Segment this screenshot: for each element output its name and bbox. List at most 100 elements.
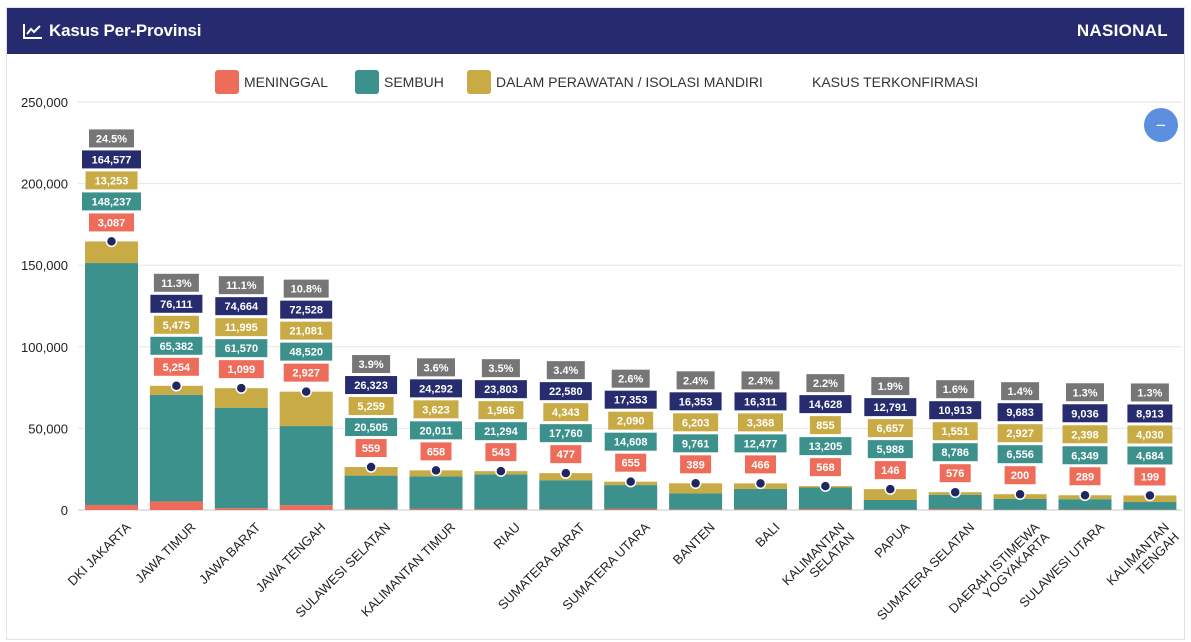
data-label-total [215, 297, 268, 316]
data-label-sembuh-text: 21,294 [484, 426, 519, 438]
bar-sembuh[interactable] [798, 487, 852, 510]
total-marker[interactable] [949, 486, 961, 498]
bar-sembuh[interactable] [474, 474, 528, 510]
data-label-sembuh [734, 434, 787, 453]
data-label-percent [1130, 383, 1169, 402]
bar-meninggal[interactable] [539, 509, 593, 510]
data-label-dalam-perawatan-text: 855 [816, 420, 834, 432]
data-label-sembuh [799, 437, 852, 456]
data-label-meninggal [89, 213, 134, 232]
data-label-percent-text: 2.2% [813, 378, 838, 390]
data-label-meninggal [809, 458, 841, 477]
legend-swatch-dalam_perawatan[interactable] [467, 70, 491, 94]
total-marker[interactable] [754, 477, 767, 490]
bar-meninggal[interactable] [474, 509, 528, 510]
data-label-meninggal-text: 1,099 [228, 364, 256, 376]
data-label-total [799, 395, 852, 414]
data-label-dalam-perawatan-text: 11,995 [225, 322, 258, 334]
bar-meninggal[interactable] [85, 504, 138, 510]
total-marker[interactable] [235, 382, 248, 394]
legend-label-meninggal[interactable]: MENINGGAL [244, 74, 328, 90]
zoom-out-button[interactable] [1144, 108, 1178, 142]
bar-meninggal[interactable] [214, 508, 268, 510]
data-label-dalam-perawatan [413, 400, 459, 419]
bar-sembuh[interactable] [539, 480, 593, 510]
data-label-percent [936, 380, 975, 399]
total-marker[interactable] [365, 461, 377, 473]
y-tick-label: 250,000 [21, 95, 68, 110]
x-tick-label: DKI JAKARTA [65, 519, 134, 588]
bar-sembuh[interactable] [279, 426, 333, 506]
bar-sembuh[interactable] [604, 485, 658, 509]
data-label-total [997, 403, 1043, 422]
bar-meninggal[interactable] [409, 508, 463, 510]
total-marker[interactable] [430, 464, 442, 477]
bar-sembuh[interactable] [928, 494, 982, 510]
bar-sembuh[interactable] [993, 498, 1047, 510]
total-marker[interactable] [105, 235, 118, 248]
bar-meninggal[interactable] [344, 509, 398, 510]
total-marker[interactable] [1079, 489, 1091, 502]
data-label-meninggal-text: 389 [686, 459, 704, 471]
data-label-sembuh [410, 421, 462, 440]
bar-meninggal[interactable] [928, 509, 982, 510]
minus-icon[interactable]: − [1156, 116, 1166, 135]
total-marker[interactable] [819, 480, 832, 492]
data-label-sembuh-text: 5,988 [877, 444, 905, 456]
data-label-total-text: 72,528 [289, 305, 323, 317]
legend-label-dalam_perawatan[interactable]: DALAM PERAWATAN / ISOLASI MANDIRI [496, 74, 763, 90]
bar-meninggal[interactable] [279, 505, 333, 510]
data-label-percent [1066, 383, 1104, 402]
bar-meninggal[interactable] [149, 501, 203, 510]
bar-sembuh[interactable] [344, 475, 398, 510]
x-tick-label-line: JAWA BARAT [196, 519, 264, 587]
bar-sembuh[interactable] [1123, 502, 1177, 510]
bar-sembuh[interactable] [863, 499, 917, 510]
bar-meninggal[interactable] [604, 508, 658, 510]
legend-label-total[interactable]: KASUS TERKONFIRMASI [812, 74, 978, 90]
total-marker[interactable] [689, 477, 702, 490]
data-label-percent [89, 129, 134, 148]
data-label-sembuh [150, 336, 203, 355]
total-marker[interactable] [1144, 489, 1156, 502]
bar-sembuh[interactable] [409, 476, 463, 509]
bar-sembuh[interactable] [149, 394, 203, 502]
data-label-total-text: 26,323 [354, 380, 388, 392]
data-label-percent [417, 358, 455, 377]
total-marker[interactable] [884, 483, 897, 495]
data-label-dalam-perawatan-text: 1,551 [941, 426, 969, 438]
total-marker[interactable] [170, 380, 183, 392]
legend-label-sembuh[interactable]: SEMBUH [384, 74, 444, 90]
data-label-percent-text: 3.4% [553, 365, 578, 377]
data-label-sembuh-text: 12,477 [744, 438, 778, 450]
total-marker[interactable] [300, 385, 312, 398]
bar-sembuh[interactable] [669, 493, 723, 510]
data-label-percent-text: 11.1% [226, 280, 257, 292]
data-label-dalam-perawatan-text: 3,368 [747, 417, 775, 429]
data-label-sembuh-text: 8,786 [941, 447, 969, 459]
bar-meninggal[interactable] [669, 509, 723, 510]
legend-swatch-sembuh[interactable] [355, 70, 379, 94]
data-label-sembuh [997, 445, 1043, 464]
panel-header: Kasus Per-Provinsi NASIONAL [7, 8, 1184, 54]
total-marker[interactable] [1014, 488, 1026, 500]
data-label-sembuh [867, 440, 913, 459]
data-label-percent-text: 11.3% [161, 278, 192, 290]
total-marker[interactable] [495, 465, 507, 477]
data-label-percent-text: 1.9% [878, 381, 903, 393]
bar-sembuh[interactable] [734, 488, 787, 510]
bar-sembuh[interactable] [85, 263, 138, 505]
data-label-total [280, 300, 333, 319]
bar-sembuh[interactable] [1058, 499, 1112, 510]
legend-swatch-meninggal[interactable] [215, 70, 239, 94]
header-title-group: Kasus Per-Provinsi [23, 21, 202, 41]
data-label-sembuh-text: 20,011 [419, 425, 452, 437]
total-marker[interactable] [560, 467, 572, 479]
bar-sembuh[interactable] [214, 407, 268, 509]
bar-dalam-perawatan[interactable] [85, 241, 138, 264]
x-tick-label: BALI [752, 520, 783, 551]
total-marker[interactable] [624, 475, 637, 488]
bar-dalam-perawatan[interactable] [214, 388, 268, 408]
bar-meninggal[interactable] [798, 509, 852, 510]
bar-meninggal[interactable] [734, 509, 787, 510]
